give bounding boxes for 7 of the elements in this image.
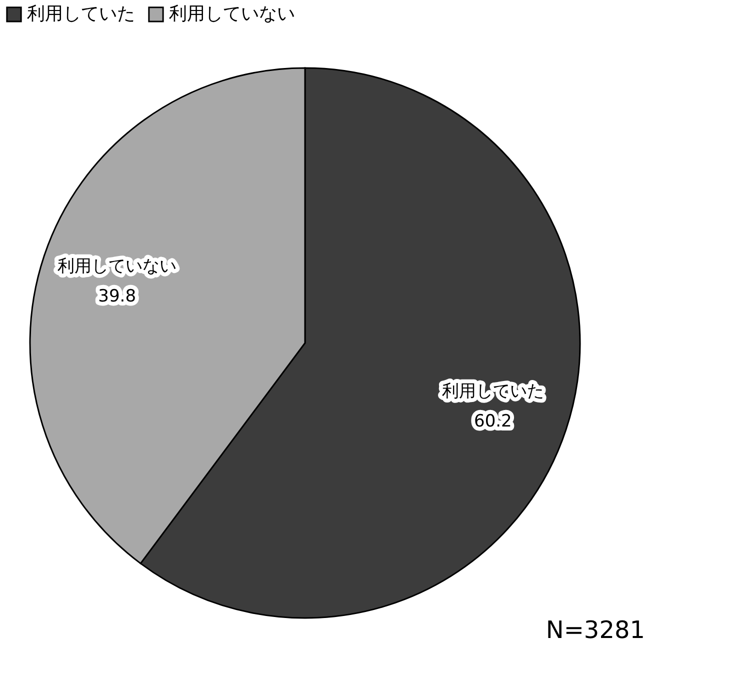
text: N=3281 <box>546 616 645 644</box>
data-label: 60.2 <box>474 411 512 432</box>
slice-label: 利用していない <box>58 256 177 277</box>
slice-label: 利用していた <box>442 381 544 402</box>
legend-label: 利用していない <box>169 3 295 24</box>
legend-label: 利用していた <box>27 3 135 24</box>
data-label: 39.8 <box>98 286 136 307</box>
